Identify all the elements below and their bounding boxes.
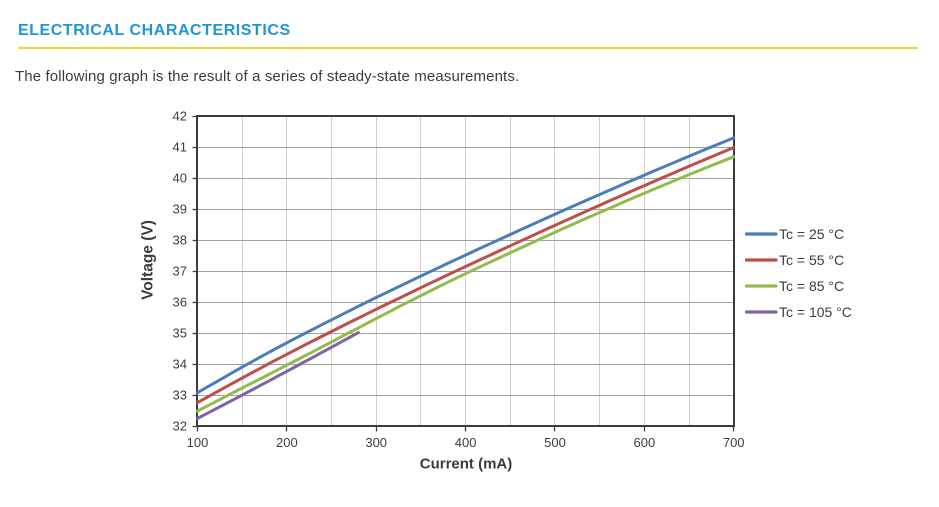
svg-text:700: 700 (723, 435, 745, 450)
svg-text:36: 36 (173, 294, 187, 309)
svg-text:Current (mA): Current (mA) (420, 456, 513, 473)
svg-text:Tc = 55 °C: Tc = 55 °C (779, 252, 844, 268)
svg-text:35: 35 (173, 325, 187, 340)
svg-text:40: 40 (173, 170, 187, 185)
svg-text:38: 38 (173, 232, 187, 247)
svg-text:Tc = 25 °C: Tc = 25 °C (779, 226, 844, 242)
svg-text:100: 100 (187, 435, 209, 450)
svg-text:Tc = 105 °C: Tc = 105 °C (779, 304, 852, 320)
svg-text:42: 42 (173, 108, 187, 123)
svg-text:Tc = 85 °C: Tc = 85 °C (779, 278, 844, 294)
svg-text:500: 500 (544, 435, 566, 450)
svg-text:300: 300 (365, 435, 387, 450)
svg-text:32: 32 (173, 418, 187, 433)
svg-text:37: 37 (173, 263, 187, 278)
svg-text:34: 34 (173, 356, 187, 371)
svg-text:400: 400 (455, 435, 477, 450)
svg-text:33: 33 (173, 387, 187, 402)
svg-text:200: 200 (276, 435, 298, 450)
svg-text:39: 39 (173, 201, 187, 216)
svg-text:600: 600 (634, 435, 656, 450)
svg-text:41: 41 (173, 139, 187, 154)
svg-text:Voltage (V): Voltage (V) (140, 220, 157, 300)
